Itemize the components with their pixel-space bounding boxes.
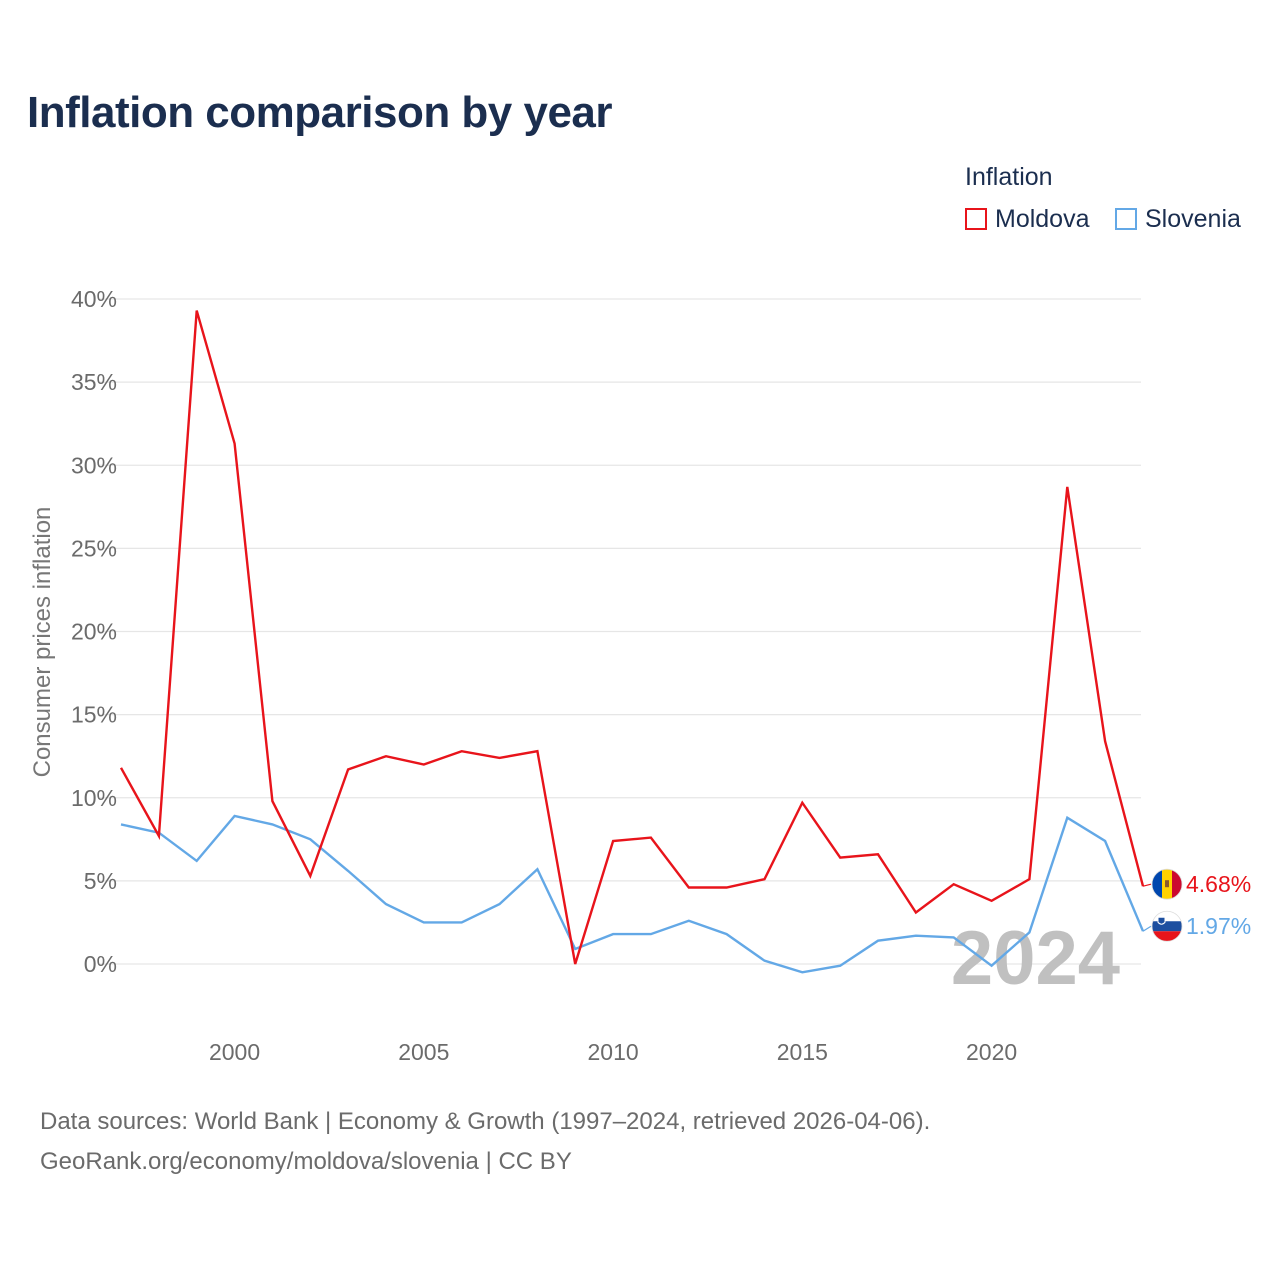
legend-item-moldova[interactable]: Moldova	[965, 204, 1090, 234]
x-tick-label: 2000	[209, 1039, 260, 1065]
legend-label-moldova: Moldova	[995, 204, 1090, 233]
y-tick-label: 5%	[84, 868, 117, 894]
end-value-label-moldova: 4.68%	[1186, 871, 1251, 897]
series-layer	[119, 310, 1145, 974]
series-moldova	[119, 310, 1145, 965]
leader-line-slovenia	[1142, 925, 1152, 932]
flag-moldova-icon	[1151, 868, 1183, 900]
legend-swatch-slovenia	[1115, 208, 1137, 230]
y-axis-label: Consumer prices inflation	[29, 507, 56, 778]
y-tick-labels: 0% 5% 10% 15% 20% 25% 30% 35% 40%	[71, 286, 117, 977]
y-tick-label: 15%	[71, 702, 117, 728]
x-tick-label: 2010	[587, 1039, 638, 1065]
y-tick-label: 35%	[71, 369, 117, 395]
series-line-slovenia[interactable]	[120, 814, 1145, 974]
y-tick-label: 25%	[71, 535, 117, 561]
series-line-moldova[interactable]	[119, 310, 1145, 965]
legend-item-slovenia[interactable]: Slovenia	[1115, 204, 1241, 234]
footer-sources: Data sources: World Bank | Economy & Gro…	[40, 1108, 931, 1135]
leader-line-moldova	[1142, 883, 1152, 887]
end-value-label-slovenia: 1.97%	[1186, 913, 1251, 939]
end-labels: 4.68% 1.97%	[1142, 868, 1251, 942]
legend-swatch-moldova	[965, 208, 987, 230]
current-year-watermark: 2024	[951, 916, 1120, 1001]
flag-slovenia-icon	[1151, 910, 1183, 942]
y-tick-label: 40%	[71, 286, 117, 312]
series-slovenia	[120, 814, 1145, 974]
grid-layer	[100, 298, 1141, 965]
legend-label-slovenia: Slovenia	[1145, 204, 1241, 233]
x-tick-labels: 2000 2005 2010 2015 2020	[209, 1039, 1017, 1065]
x-tick-label: 2005	[398, 1039, 449, 1065]
y-tick-label: 30%	[71, 452, 117, 478]
y-tick-label: 20%	[71, 619, 117, 645]
x-tick-label: 2015	[777, 1039, 828, 1065]
legend-title: Inflation	[965, 163, 1053, 191]
footer-link[interactable]: GeoRank.org/economy/moldova/slovenia | C…	[40, 1148, 572, 1175]
chart-title: Inflation comparison by year	[27, 88, 613, 137]
y-tick-label: 10%	[71, 785, 117, 811]
y-tick-label: 0%	[84, 951, 117, 977]
x-tick-label: 2020	[966, 1039, 1017, 1065]
